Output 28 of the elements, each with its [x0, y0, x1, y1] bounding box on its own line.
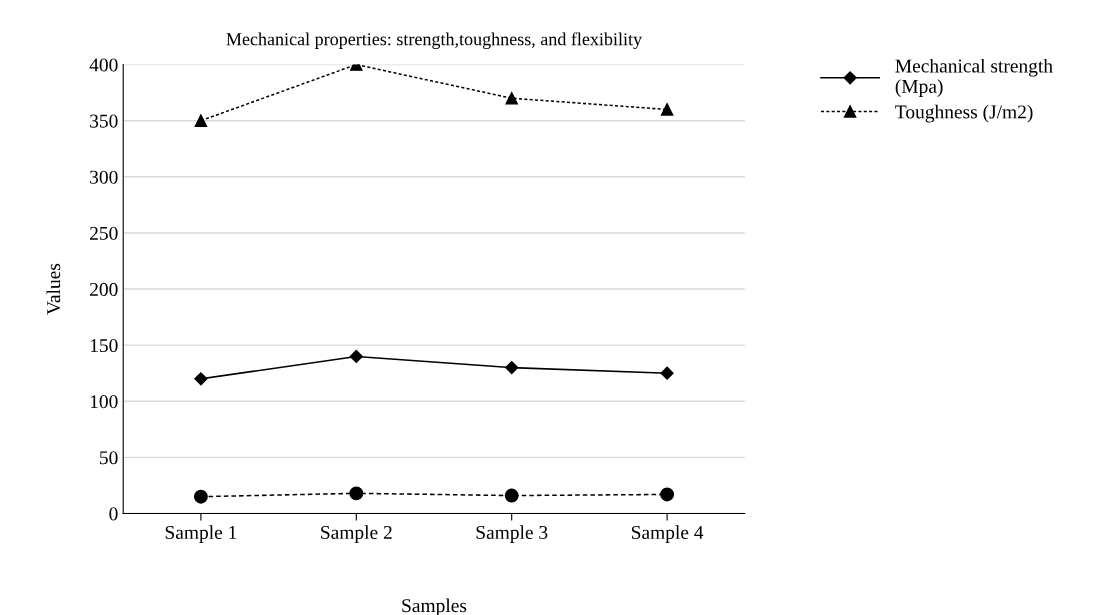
y-axis-title: Values [46, 263, 61, 315]
y-tick-label: 50 [100, 451, 118, 465]
point [505, 361, 519, 375]
x-tick-label: Sample 2 [321, 525, 392, 543]
legend-label: Mechanical strength (Mpa) [895, 58, 1053, 97]
point [349, 349, 363, 363]
y-tick-label: 0 [109, 507, 118, 521]
point [660, 366, 674, 380]
y-tick-label: 250 [90, 226, 118, 240]
y-tick-label: 300 [90, 170, 118, 184]
chart-title: Mechanical properties: strength,toughness, and flexibility [226, 32, 643, 50]
point [193, 489, 208, 504]
point [660, 103, 674, 116]
x-tick-label: Sample 1 [165, 525, 237, 543]
point [660, 487, 675, 502]
legend-label: Toughness (J/m2) [895, 104, 1033, 123]
y-tick-label: 200 [90, 282, 118, 296]
y-tick-label: 350 [90, 114, 118, 128]
y-tick-label: 150 [90, 338, 118, 353]
x-tick-label: Sample 4 [631, 525, 704, 543]
point [504, 488, 519, 503]
y-tick-label: 100 [90, 395, 118, 409]
point [505, 91, 518, 105]
point [194, 114, 208, 127]
point [349, 486, 364, 501]
point [194, 372, 208, 386]
y-tick-label: 400 [89, 58, 118, 72]
x-tick-label: Sample 3 [476, 525, 548, 543]
